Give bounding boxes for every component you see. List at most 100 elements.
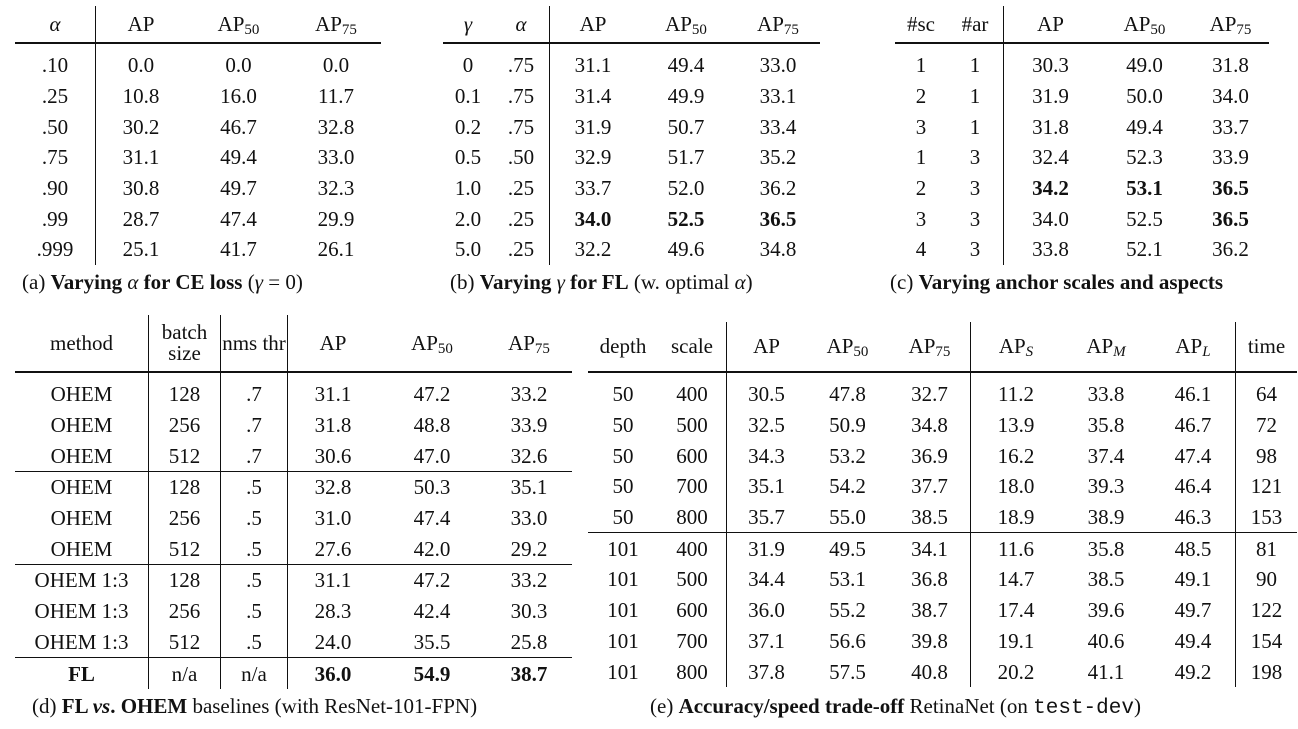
- caption-segment: . OHEM: [110, 694, 188, 718]
- table-cell: 41.1: [1087, 659, 1125, 684]
- table-cell: 600: [658, 594, 727, 626]
- table-cell: 26.1: [317, 237, 355, 262]
- table-row: .99 28.7 47.4 29.9: [15, 203, 381, 235]
- table-cell: 32.7: [889, 372, 971, 410]
- column-header-label: nms thr: [222, 330, 286, 355]
- table-cell: .50: [493, 142, 550, 173]
- table-cell: .5: [220, 595, 288, 627]
- table-cell: 31.0: [314, 506, 352, 531]
- table-cell: 41.7: [220, 237, 257, 262]
- table-cell: 5.0: [454, 237, 482, 262]
- subscript: 50: [853, 344, 869, 360]
- table-cell: 36.9: [889, 440, 971, 472]
- table-cell: .25: [493, 172, 550, 204]
- column-header-label: method: [50, 330, 113, 355]
- table-cell: 53.1: [1126, 176, 1163, 201]
- table-cell: OHEM 1:3: [15, 564, 149, 596]
- table-cell: 49.7: [220, 176, 257, 201]
- table-cell: 0.0: [127, 53, 155, 78]
- table-row: OHEM 512.5 27.6 42.0 29.2: [15, 533, 572, 565]
- column-header-label: AP: [579, 11, 607, 36]
- caption-segment: for CE loss: [138, 270, 243, 294]
- table-cell: 42.4: [413, 599, 451, 624]
- table-cell: 128: [148, 471, 221, 503]
- table-cell: 49.4: [220, 145, 257, 170]
- table-cell: 3: [947, 172, 1004, 204]
- caption-segment: baselines (with ResNet-101-FPN): [187, 694, 478, 718]
- table-cell: 18.0: [997, 474, 1035, 499]
- table-row: 101 500 34.4 53.1 36.8 14.7 38.5 49.1 90: [588, 564, 1297, 595]
- table-cell: 49.4: [1126, 114, 1163, 139]
- column-header-label: γ: [463, 11, 473, 36]
- caption-segment: (d): [32, 694, 62, 718]
- table-cell: 36.5: [1212, 176, 1249, 201]
- table-cell: 34.3: [748, 443, 785, 468]
- table-cell: 34.4: [748, 567, 785, 592]
- table-cell: 25.1: [122, 237, 160, 262]
- table-cell: 33.0: [317, 145, 355, 170]
- table-row: 0.2 .75 31.9 50.7 33.4: [443, 111, 820, 143]
- table-cell: 35.7: [748, 505, 785, 530]
- column-header-label: batch size: [161, 320, 208, 365]
- caption-b: (b) Varying γ for FL (w. optimal α): [450, 270, 753, 295]
- table-cell: 37.1: [748, 628, 785, 653]
- table-cell: 34.1: [889, 532, 971, 565]
- table-cell: 101: [607, 659, 639, 684]
- column-header: APM: [1061, 322, 1151, 373]
- table-row: OHEM 1:3 256.5 28.3 42.4 30.3: [15, 595, 572, 627]
- column-header-label: AP: [1175, 334, 1203, 358]
- subscript: 50: [437, 340, 453, 357]
- caption-d: (d) FL vs. OHEM baselines (with ResNet-1…: [32, 694, 477, 719]
- table-cell: 46.7: [1151, 409, 1236, 441]
- table-cell: 55.0: [829, 505, 866, 530]
- table-cell: 17.4: [997, 598, 1035, 623]
- column-header: nms thr: [220, 315, 288, 373]
- table-cell: 36.0: [748, 598, 785, 623]
- table-cell: 16.2: [997, 443, 1035, 468]
- table-cell: .10: [15, 43, 96, 81]
- caption-segment: (a): [22, 270, 51, 294]
- table-cell: 32.9: [574, 145, 612, 170]
- caption-segment: Accuracy/speed trade-off: [678, 694, 905, 718]
- table-cell: 46.3: [1151, 501, 1236, 533]
- column-header-label: AP: [908, 334, 936, 358]
- caption-segment: = 0): [263, 270, 303, 294]
- table-cell: 48.8: [413, 413, 451, 438]
- caption-segment: FL: [61, 694, 93, 718]
- table-cell: 57.5: [829, 659, 866, 684]
- column-header: AP50: [1097, 6, 1192, 44]
- table-cell: 36.5: [1212, 206, 1249, 231]
- table-row: 50 600 34.3 53.2 36.9 16.2 37.4 47.4 98: [588, 440, 1297, 472]
- table-cell: 39.3: [1087, 474, 1125, 499]
- table-cell: 33.0: [759, 53, 797, 78]
- table-cell: FL: [15, 657, 149, 689]
- table-cell: 33.2: [510, 382, 548, 407]
- caption-c: (c) Varying anchor scales and aspects: [890, 270, 1223, 295]
- table-row: 0.5 .50 32.9 51.7 35.2: [443, 142, 820, 173]
- table-cell: .7: [220, 372, 288, 410]
- table-b: γ α AP AP50 AP75 0.75 31.1 49.4 33.0 0.1.75 31.4 49…: [443, 6, 820, 265]
- column-header: batch size: [148, 315, 221, 373]
- subscript: 75: [935, 344, 951, 360]
- table-cell: 30.3: [510, 599, 548, 624]
- table-cell: 49.2: [1151, 656, 1236, 687]
- table-cell: 33.8: [1087, 382, 1125, 407]
- table-row: 2 3 34.2 53.1 36.5: [895, 172, 1269, 204]
- caption-e: (e) Accuracy/speed trade-off RetinaNet (…: [650, 694, 1141, 720]
- column-header-label: depth: [599, 334, 647, 358]
- column-header-label: AP: [1037, 11, 1064, 36]
- column-header: AP: [95, 6, 186, 44]
- column-header-label: AP: [411, 330, 438, 355]
- table-row: 1 3 32.4 52.3 33.9: [895, 142, 1269, 173]
- table-cell: 1.0: [454, 176, 482, 201]
- table-cell: 36.8: [889, 564, 971, 595]
- table-cell: 35.8: [1087, 413, 1125, 438]
- column-header-label: AP: [826, 334, 854, 358]
- subscript: 75: [1236, 21, 1252, 38]
- table-cell: 32.3: [317, 176, 355, 201]
- subscript: 75: [341, 21, 357, 38]
- table-cell: 49.4: [1151, 625, 1236, 657]
- table-cell: 36.2: [759, 176, 797, 201]
- header-row: depth scale AP AP50 AP75 APS APM APL time: [588, 322, 1297, 373]
- table-cell: 512: [148, 626, 221, 658]
